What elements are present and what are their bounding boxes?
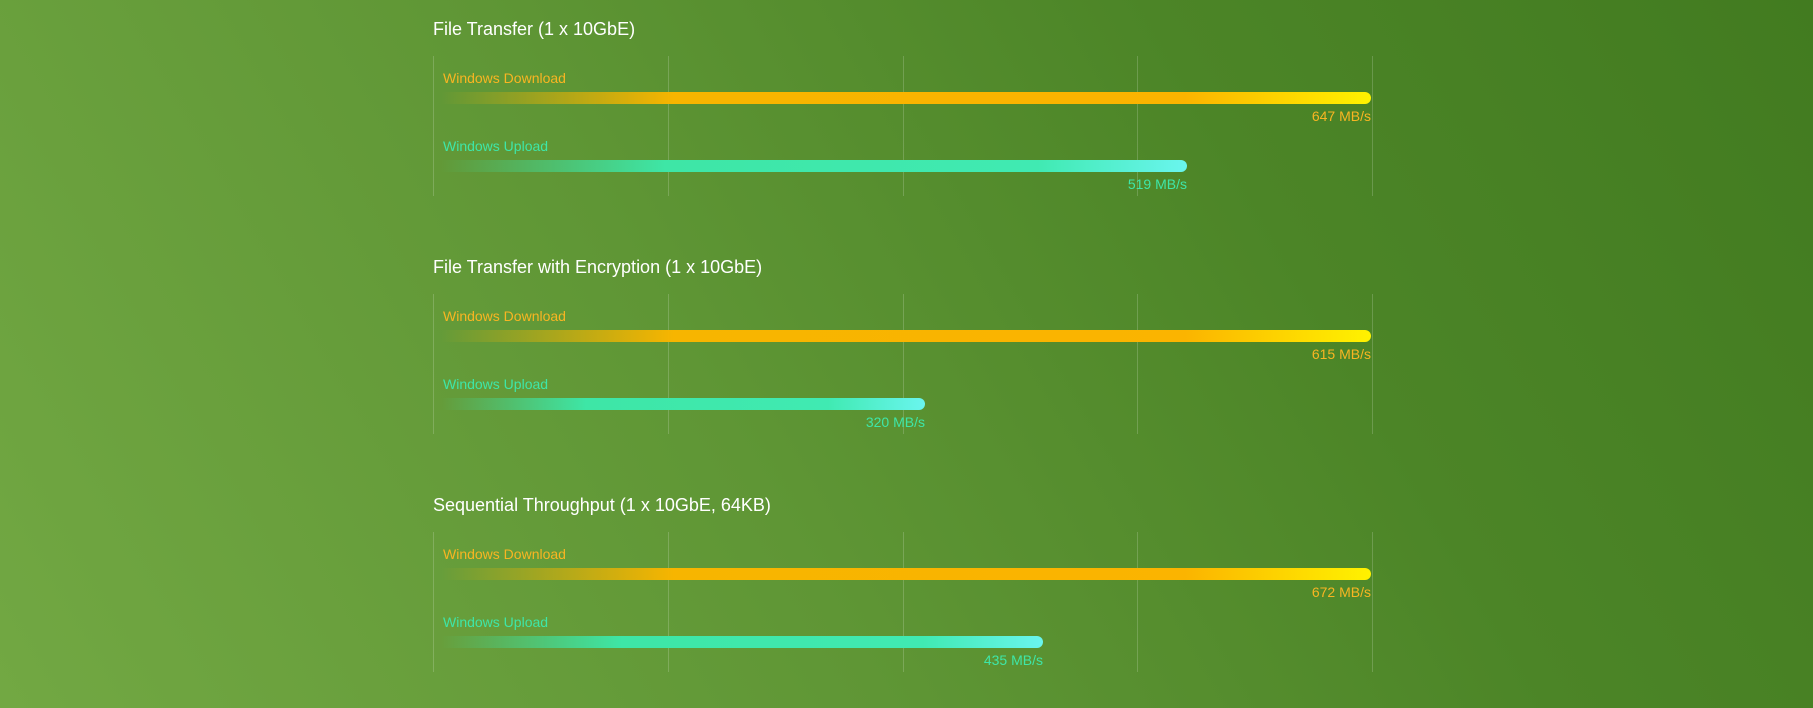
chart-plot: Windows Download 672 MB/s Windows Upload… — [433, 532, 1373, 672]
gridline — [1137, 532, 1138, 672]
gridline — [1372, 532, 1373, 672]
chart-title: File Transfer with Encryption (1 x 10GbE… — [433, 257, 763, 277]
bar-download — [441, 92, 1371, 104]
chart-title: Sequential Throughput (1 x 10GbE, 64KB) — [433, 495, 771, 515]
bar-track-upload — [441, 636, 1043, 648]
gridline — [903, 532, 904, 672]
gridline — [668, 532, 669, 672]
bar-download — [441, 568, 1371, 580]
gridline — [903, 56, 904, 196]
bar-track-upload — [441, 398, 925, 410]
value-label-download: 615 MB/s — [1311, 346, 1371, 362]
series-label-upload: Windows Upload — [443, 614, 549, 630]
series-label-upload: Windows Upload — [443, 138, 549, 154]
series-label-download: Windows Download — [443, 70, 566, 86]
bar-upload — [441, 636, 1043, 648]
gridline — [1372, 294, 1373, 434]
value-label-upload: 320 MB/s — [865, 414, 925, 430]
gridline — [1137, 56, 1138, 196]
gridline — [1372, 56, 1373, 196]
bar-track-download — [441, 568, 1371, 580]
chart-title: File Transfer (1 x 10GbE) — [433, 19, 636, 39]
gridline — [433, 56, 434, 196]
value-label-upload: 435 MB/s — [983, 652, 1043, 668]
gridline — [433, 532, 434, 672]
bar-track-download — [441, 92, 1371, 104]
value-label-download: 647 MB/s — [1311, 108, 1371, 124]
chart-plot: Windows Download 647 MB/s Windows Upload… — [433, 56, 1373, 196]
bar-upload — [441, 398, 925, 410]
gridline — [1137, 294, 1138, 434]
bar-upload — [441, 160, 1187, 172]
gridline — [668, 56, 669, 196]
value-label-download: 672 MB/s — [1311, 584, 1371, 600]
bar-track-download — [441, 330, 1371, 342]
chart-plot: Windows Download 615 MB/s Windows Upload… — [433, 294, 1373, 434]
gridline — [668, 294, 669, 434]
gridline — [903, 294, 904, 434]
bar-download — [441, 330, 1371, 342]
bar-track-upload — [441, 160, 1187, 172]
series-label-download: Windows Download — [443, 308, 566, 324]
series-label-download: Windows Download — [443, 546, 566, 562]
value-label-upload: 519 MB/s — [1127, 176, 1187, 192]
gridline — [433, 294, 434, 434]
series-label-upload: Windows Upload — [443, 376, 549, 392]
